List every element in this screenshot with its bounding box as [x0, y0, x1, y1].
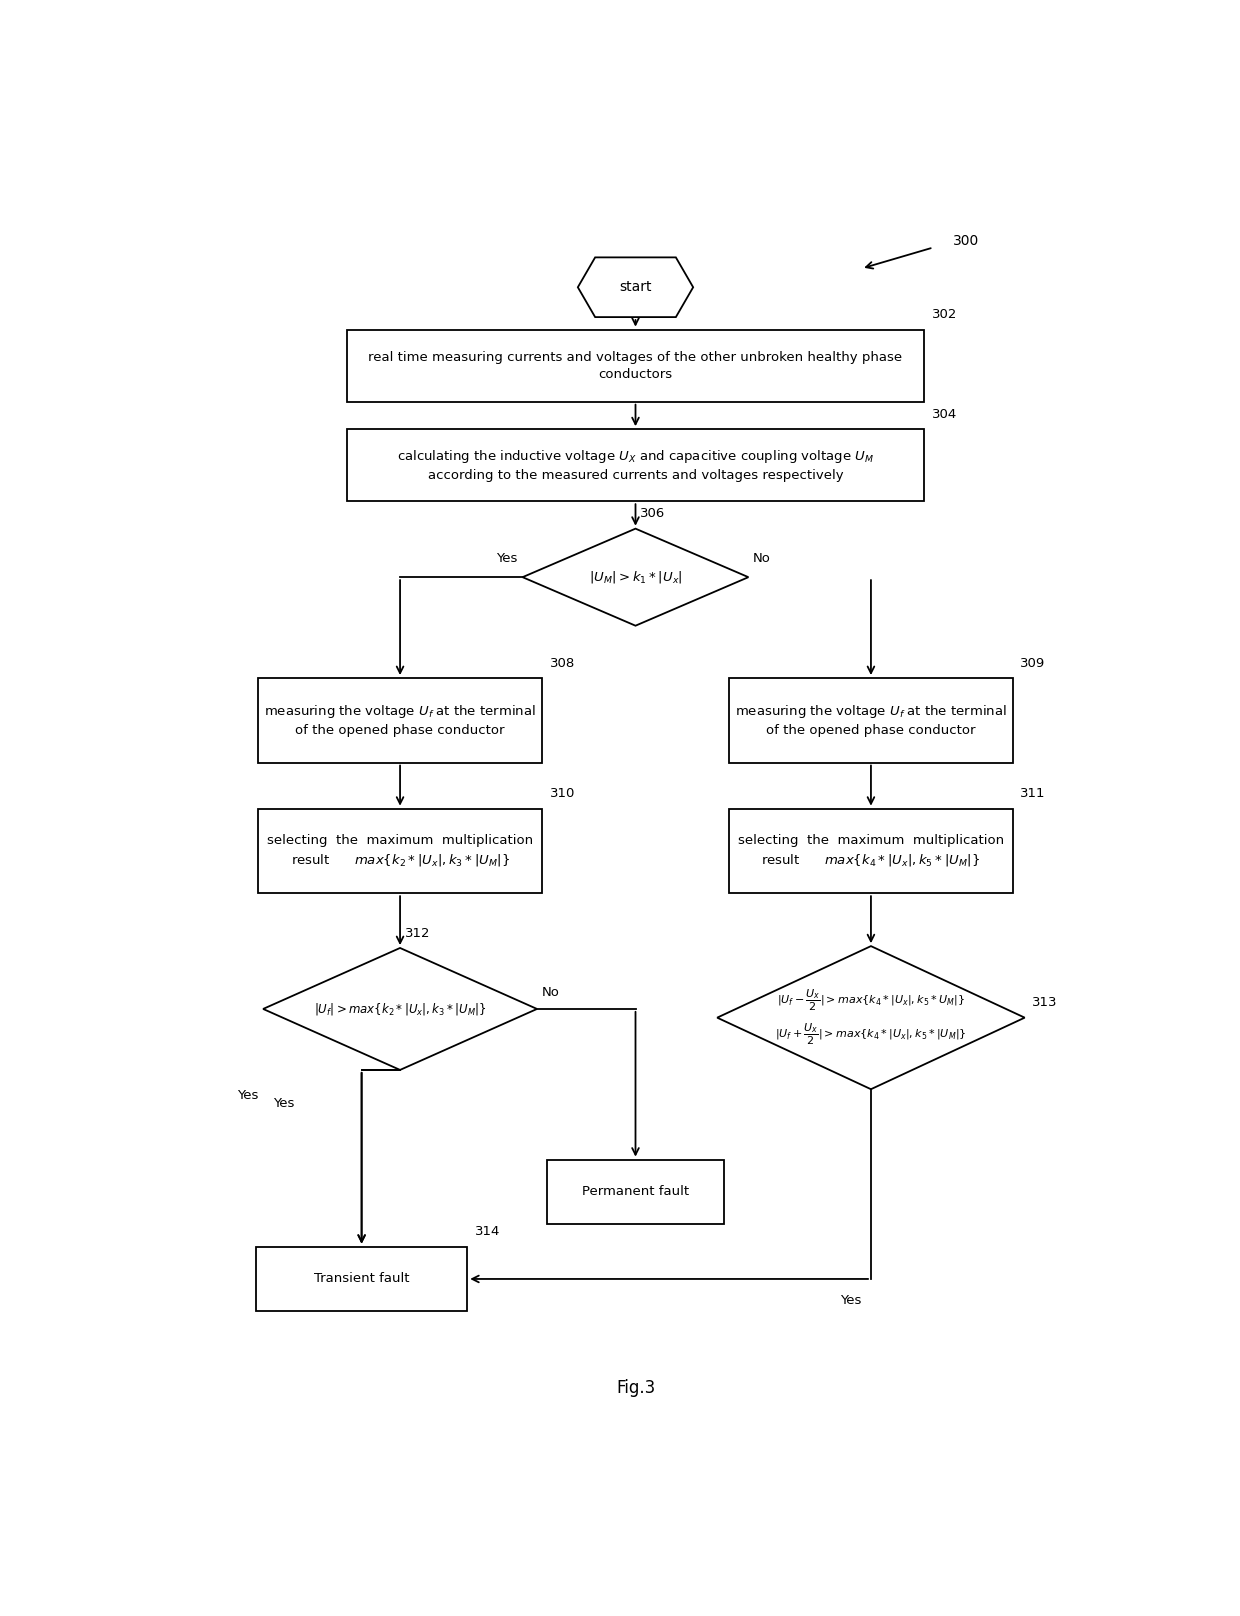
Text: Yes: Yes [496, 551, 518, 564]
Bar [729, 679, 1013, 763]
Text: $|U_M|>k_1*|U_x|$: $|U_M|>k_1*|U_x|$ [589, 569, 682, 585]
Text: 308: 308 [549, 656, 575, 669]
Bar [258, 679, 542, 763]
Bar [347, 330, 924, 402]
Text: 310: 310 [549, 787, 575, 800]
Text: measuring the voltage $U_f$ at the terminal
of the opened phase conductor: measuring the voltage $U_f$ at the termi… [735, 703, 1007, 737]
Text: 306: 306 [640, 507, 666, 520]
Text: real time measuring currents and voltages of the other unbroken healthy phase
co: real time measuring currents and voltage… [368, 351, 903, 381]
Bar [729, 808, 1013, 894]
Text: 312: 312 [404, 926, 430, 939]
Text: 302: 302 [931, 309, 957, 322]
Text: $|U_f-\dfrac{U_x}{2}|>max\{k_4*|U_x|,k_5*U_M|\}$
$|U_f+\dfrac{U_x}{2}|>max\{k_4*: $|U_f-\dfrac{U_x}{2}|>max\{k_4*|U_x|,k_5… [775, 989, 967, 1047]
Text: 309: 309 [1021, 656, 1045, 669]
Text: measuring the voltage $U_f$ at the terminal
of the opened phase conductor: measuring the voltage $U_f$ at the termi… [264, 703, 536, 737]
Text: Transient fault: Transient fault [314, 1272, 409, 1285]
Bar [255, 1246, 467, 1311]
Text: selecting  the  maximum  multiplication
result      $max\{k_2*|U_x|,k_3*|U_M|\}$: selecting the maximum multiplication res… [267, 834, 533, 868]
Text: Yes: Yes [237, 1089, 258, 1102]
Text: selecting  the  maximum  multiplication
result      $max\{k_4*|U_x|,k_5*|U_M|\}$: selecting the maximum multiplication res… [738, 834, 1004, 868]
Bar [258, 808, 542, 894]
Text: Permanent fault: Permanent fault [582, 1186, 689, 1199]
Text: Fig.3: Fig.3 [616, 1380, 655, 1398]
Text: No: No [542, 986, 559, 999]
Text: Yes: Yes [273, 1097, 294, 1110]
Text: $|U_f|>max\{k_2*|U_x|,k_3*|U_M|\}$: $|U_f|>max\{k_2*|U_x|,k_3*|U_M|\}$ [314, 1000, 486, 1016]
Text: Yes: Yes [839, 1294, 862, 1307]
Text: 304: 304 [931, 407, 957, 420]
Text: 300: 300 [952, 234, 978, 249]
Text: calculating the inductive voltage $U_X$ and capacitive coupling voltage $U_M$
ac: calculating the inductive voltage $U_X$ … [397, 448, 874, 482]
Text: start: start [619, 280, 652, 294]
Bar [547, 1160, 724, 1225]
Text: 314: 314 [475, 1225, 501, 1238]
Text: 313: 313 [1033, 995, 1058, 1010]
Text: 311: 311 [1021, 787, 1045, 800]
Text: No: No [753, 551, 771, 564]
Bar [347, 430, 924, 501]
